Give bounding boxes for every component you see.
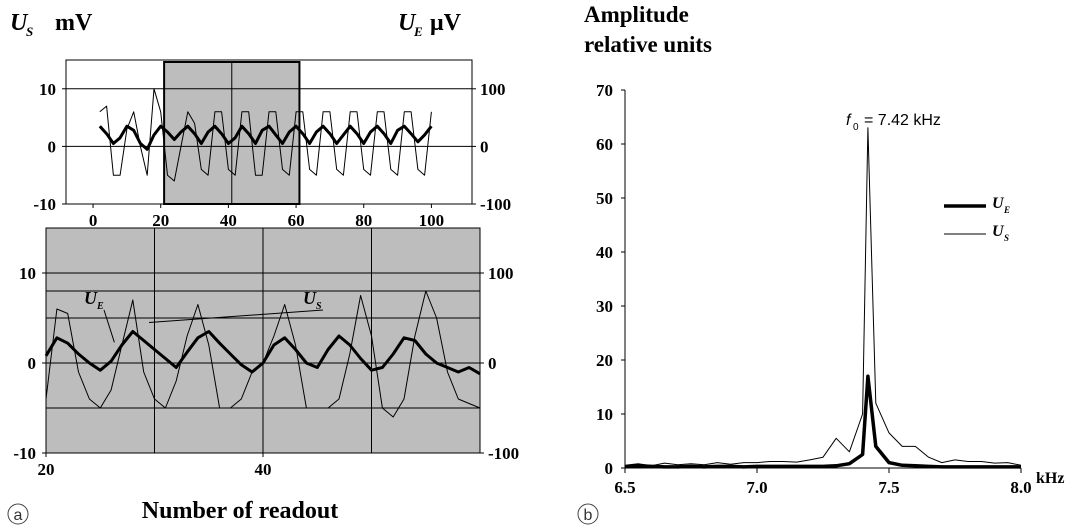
legend-subscript-u-e: E — [1003, 205, 1010, 215]
x-tick-label-40: 40 — [220, 211, 237, 230]
series-label-u-s: U — [303, 288, 317, 308]
panel-a-right-unit: U E μV — [398, 10, 462, 39]
right-tick-label--100: -100 — [480, 195, 511, 214]
panel-a-label: a — [7, 503, 29, 525]
y-tick-label-10: 10 — [596, 405, 613, 424]
series-line-u-s — [45, 290, 481, 418]
right-tick-label--100: -100 — [488, 444, 519, 463]
right-tick-label-0: 0 — [480, 137, 489, 156]
left-unit-text: mV — [55, 10, 93, 36]
annotation-text: = 7.42 kHz — [864, 112, 941, 129]
x-tick-label-80: 80 — [355, 211, 372, 230]
series-line-u-s — [99, 88, 432, 182]
series-label-subscript-u-s: S — [316, 301, 322, 312]
annotation-symbol: f — [846, 112, 852, 129]
panel-a-label-circle — [7, 503, 29, 525]
x-tick-label-0: 0 — [89, 211, 98, 230]
right-tick-label-0: 0 — [488, 354, 497, 373]
left-tick-label-0: 0 — [28, 354, 37, 373]
spectrum-line-u-e — [624, 374, 1021, 469]
y-tick-label-0: 0 — [605, 459, 614, 478]
right-unit-text: μV — [430, 10, 462, 36]
panel-b-xunit: kHz — [1036, 470, 1064, 487]
y-tick-label-70: 70 — [596, 81, 613, 100]
panel-b-ylabel-line1: Amplitude — [584, 2, 689, 27]
x-tick-label-20: 20 — [38, 460, 55, 479]
y-tick-label-40: 40 — [596, 243, 613, 262]
right-tick-label-100: 100 — [488, 264, 514, 283]
x-tick-label-1: 7.0 — [746, 478, 767, 497]
right-unit-symbol: U — [398, 10, 417, 36]
legend-subscript-u-s: S — [1004, 233, 1009, 243]
plot-frame — [65, 59, 473, 205]
left-unit-symbol: U — [10, 10, 29, 36]
y-tick-label-60: 60 — [596, 135, 613, 154]
y-tick-label-30: 30 — [596, 297, 613, 316]
x-tick-label-100: 100 — [419, 211, 445, 230]
panel-a-xlabel: Number of readout — [142, 498, 338, 524]
series-line-u-e — [98, 124, 433, 151]
series-label-leader-u-e — [103, 309, 115, 343]
x-tick-label-60: 60 — [288, 211, 305, 230]
panel-b-label-text: b — [584, 507, 593, 524]
legend-label-u-e: U — [992, 195, 1005, 212]
series-label-subscript-u-e: E — [96, 301, 104, 312]
series-label-u-e: U — [84, 288, 98, 308]
x-tick-label-40: 40 — [255, 460, 272, 479]
panel-b-ylabel-line2: relative units — [584, 32, 712, 57]
spectrum-line-u-s — [624, 127, 1022, 467]
right-unit-subscript: E — [413, 24, 423, 39]
panel-b-label: b — [577, 503, 599, 525]
panel-a-label-text: a — [14, 507, 23, 524]
x-tick-label-20: 20 — [152, 211, 169, 230]
panel-b-annotation: f 0 = 7.42 kHz — [846, 112, 941, 133]
left-tick-label--10: -10 — [13, 444, 36, 463]
left-tick-label-10: 10 — [19, 264, 36, 283]
x-tick-label-0: 6.5 — [614, 478, 635, 497]
series-label-leader-u-s — [149, 309, 324, 323]
right-tick-label-100: 100 — [480, 80, 506, 99]
annotation-subscript: 0 — [853, 122, 859, 133]
x-tick-label-3: 8.0 — [1010, 478, 1031, 497]
legend-label-u-s: U — [992, 223, 1005, 240]
left-tick-label--10: -10 — [33, 195, 56, 214]
x-tick-label-2: 7.5 — [878, 478, 899, 497]
panel-a-left-unit: U S mV — [10, 10, 93, 39]
y-tick-label-50: 50 — [596, 189, 613, 208]
panel-b-label-circle — [577, 503, 599, 525]
left-unit-subscript: S — [26, 24, 33, 39]
left-tick-label-10: 10 — [39, 80, 56, 99]
y-tick-label-20: 20 — [596, 351, 613, 370]
left-tick-label-0: 0 — [48, 137, 57, 156]
